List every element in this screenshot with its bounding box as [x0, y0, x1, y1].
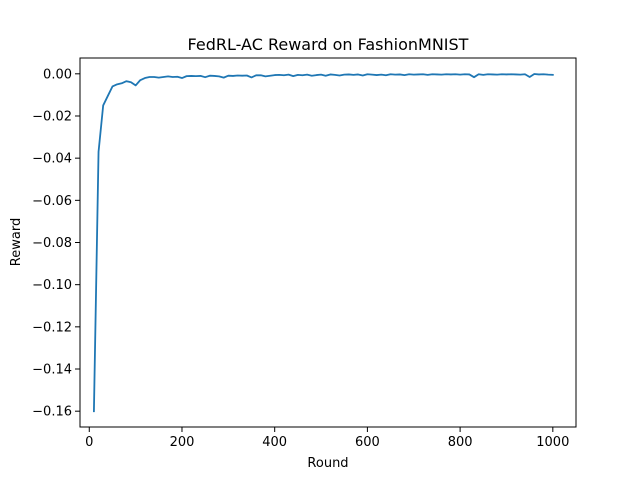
y-tick-label: −0.02 — [32, 109, 72, 124]
x-tick-label: 400 — [262, 435, 287, 450]
y-tick-label: −0.04 — [32, 152, 72, 167]
x-tick-label: 600 — [355, 435, 380, 450]
plot-area — [80, 58, 576, 427]
x-tick-label: 800 — [448, 435, 473, 450]
x-tick-label: 0 — [85, 435, 93, 450]
y-tick-label: −0.10 — [32, 278, 72, 293]
y-tick-label: 0.00 — [43, 67, 72, 82]
plot-frame — [79, 57, 577, 428]
y-tick-label: −0.08 — [32, 236, 72, 251]
x-tick-label: 200 — [170, 435, 195, 450]
series-layer — [92, 73, 554, 413]
y-tick-label: −0.06 — [32, 194, 72, 209]
axis-layer: 0 200 400 600 800 1000 0.00 −0.02 −0.04 −0.06 −0.0… — [32, 67, 569, 450]
y-tick-label: −0.16 — [32, 405, 72, 420]
x-axis-label: Round — [307, 456, 348, 471]
series-line-reward — [92, 73, 554, 413]
y-tick-label: −0.12 — [32, 320, 72, 335]
y-axis-label: Reward — [9, 218, 24, 266]
chart-title: FedRL-AC Reward on FashionMNIST — [188, 35, 469, 54]
x-tick-label: 1000 — [536, 435, 569, 450]
y-tick-label: −0.14 — [32, 363, 72, 378]
